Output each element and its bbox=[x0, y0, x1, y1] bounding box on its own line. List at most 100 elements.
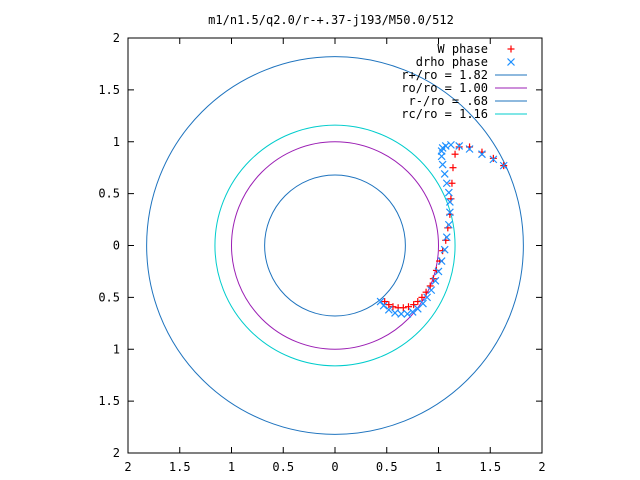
drho-phase-point bbox=[384, 305, 393, 314]
drho-phase-point bbox=[397, 310, 406, 318]
x-tick-label: 0.5 bbox=[272, 460, 294, 474]
x-stroke bbox=[376, 297, 385, 306]
radius-circle bbox=[214, 124, 456, 367]
x-stroke bbox=[434, 267, 443, 276]
legend-label: ro/ro = 1.00 bbox=[401, 81, 488, 95]
drho-phase-point bbox=[478, 150, 486, 159]
w-phase-point bbox=[399, 304, 407, 312]
y-tick-label: 1.5 bbox=[98, 394, 120, 408]
x-tick-label: 2 bbox=[538, 460, 545, 474]
drho-phase-point bbox=[431, 276, 440, 285]
drho-phase-point bbox=[445, 208, 454, 217]
y-tick-label: 1 bbox=[113, 135, 120, 149]
x-stroke bbox=[408, 307, 417, 316]
y-tick-label: 2 bbox=[113, 31, 120, 45]
x-tick-label: 1.5 bbox=[169, 460, 191, 474]
w-phase-point bbox=[418, 293, 426, 301]
drho-phase-point bbox=[391, 309, 399, 317]
x-stroke bbox=[445, 198, 454, 206]
x-stroke bbox=[444, 220, 453, 229]
x-stroke bbox=[440, 169, 449, 178]
radius-circle bbox=[146, 56, 524, 435]
x-stroke bbox=[444, 188, 453, 197]
drho-phase-point bbox=[499, 161, 508, 170]
w-phase-point bbox=[449, 164, 457, 172]
w-phase-point bbox=[385, 301, 393, 309]
legend-label: r-/ro = .68 bbox=[409, 94, 488, 108]
x-stroke bbox=[384, 305, 393, 314]
drho-phase-point bbox=[440, 169, 449, 178]
x-stroke bbox=[423, 293, 432, 302]
drho-phase-point bbox=[423, 293, 432, 302]
x-tick-label: 0.5 bbox=[376, 460, 398, 474]
radius-circle bbox=[231, 141, 439, 350]
x-stroke bbox=[419, 299, 427, 308]
drho-phase-point bbox=[442, 179, 451, 188]
drho-phase-point bbox=[440, 245, 449, 254]
x-stroke bbox=[455, 141, 464, 150]
w-phase-point bbox=[448, 179, 456, 187]
x-stroke bbox=[441, 141, 450, 150]
x-stroke bbox=[446, 140, 455, 149]
x-stroke bbox=[442, 179, 451, 188]
w-phase-point bbox=[389, 303, 397, 311]
x-stroke bbox=[431, 276, 440, 285]
drho-phase-point bbox=[403, 310, 412, 318]
x-stroke bbox=[440, 245, 449, 254]
y-tick-label: 2 bbox=[113, 446, 120, 460]
y-tick-label: 0 bbox=[113, 239, 120, 253]
axis-ticks: 2 1.5 1 0.5 0 0.5 1 1.5 221.510.500.511.52 bbox=[98, 31, 545, 474]
x-stroke bbox=[379, 301, 388, 310]
x-tick-label: 1 bbox=[228, 460, 235, 474]
drho-phase-point bbox=[444, 188, 453, 197]
x-tick-label: 1 bbox=[435, 460, 442, 474]
x-stroke bbox=[478, 150, 486, 159]
drho-phase-point bbox=[444, 220, 453, 229]
drho-phase-point bbox=[434, 267, 443, 276]
x-stroke bbox=[445, 208, 454, 217]
drho-phase-point bbox=[437, 257, 446, 265]
x-tick-label: 1.5 bbox=[479, 460, 501, 474]
legend-label: W phase bbox=[437, 42, 488, 56]
x-stroke bbox=[465, 145, 474, 153]
x-stroke bbox=[397, 310, 406, 318]
drho-phase-point bbox=[379, 301, 388, 310]
x-stroke bbox=[442, 233, 451, 242]
w-phase-point bbox=[455, 143, 463, 151]
x-stroke bbox=[489, 155, 498, 164]
y-tick-label: 0.5 bbox=[98, 290, 120, 304]
phase-points bbox=[376, 140, 508, 318]
legend-label: rc/ro = 1.16 bbox=[401, 107, 488, 121]
drho-phase-point bbox=[419, 299, 427, 308]
x-stroke bbox=[403, 310, 412, 318]
w-phase-point bbox=[451, 150, 459, 158]
radius-circles bbox=[146, 56, 524, 435]
radius-circle bbox=[264, 174, 406, 317]
drho-phase-point bbox=[465, 145, 474, 153]
x-tick-label: 2 bbox=[124, 460, 131, 474]
drho-phase-point bbox=[445, 198, 454, 206]
legend-marker bbox=[507, 58, 515, 66]
drho-phase-point bbox=[408, 307, 417, 316]
x-stroke bbox=[391, 309, 399, 317]
drho-phase-point bbox=[442, 233, 451, 242]
drho-phase-point bbox=[427, 286, 436, 295]
y-tick-label: 1.5 bbox=[98, 83, 120, 97]
y-tick-label: 1 bbox=[113, 342, 120, 356]
x-tick-label: 0 bbox=[331, 460, 338, 474]
drho-phase-point bbox=[438, 160, 447, 169]
y-tick-label: 0.5 bbox=[98, 187, 120, 201]
x-stroke bbox=[427, 286, 436, 295]
x-stroke bbox=[437, 257, 446, 265]
w-phase-point bbox=[410, 301, 418, 309]
drho-phase-point bbox=[376, 297, 385, 306]
x-stroke bbox=[438, 160, 447, 169]
w-phase-point bbox=[404, 303, 412, 311]
chart-title: m1/n1.5/q2.0/r-+.37-j193/M50.0/512 bbox=[208, 13, 454, 27]
drho-phase-point bbox=[455, 141, 464, 150]
x-stroke bbox=[499, 161, 508, 170]
drho-phase-point bbox=[446, 140, 455, 149]
legend-label: r+/ro = 1.82 bbox=[401, 68, 488, 82]
